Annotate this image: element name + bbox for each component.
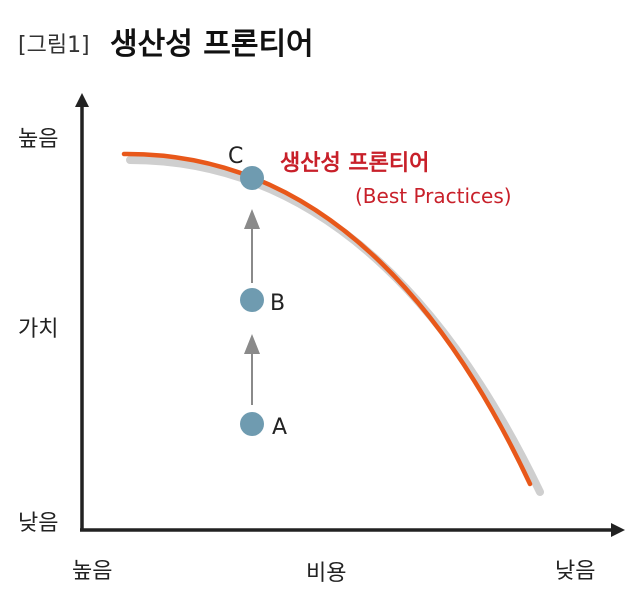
point-b (240, 288, 264, 312)
frontier-curve (121, 151, 533, 487)
x-axis-title: 비용 (306, 561, 346, 586)
x-axis-low-label: 낮음 (555, 559, 595, 584)
y-axis-title: 가치 (18, 317, 58, 342)
point-c (240, 166, 264, 190)
y-axis-low-label: 낮음 (18, 511, 58, 536)
frontier-curve-shadow (126, 156, 544, 496)
point-a (240, 412, 264, 436)
arrow-b-to-c-head (244, 209, 260, 229)
x-axis-high-label: 높음 (72, 559, 112, 584)
frontier-sublabel: (Best Practices) (355, 184, 512, 208)
arrow-a-to-b-head (244, 334, 260, 354)
point-a-label: A (272, 415, 287, 440)
figure-title: 생산성 프론티어 (110, 27, 314, 62)
point-b-label: B (270, 291, 285, 316)
figure-label: [그림1] (18, 33, 90, 58)
point-c-label: C (228, 144, 243, 169)
y-axis-high-label: 높음 (18, 127, 58, 152)
frontier-label: 생산성 프론티어 (280, 151, 429, 176)
